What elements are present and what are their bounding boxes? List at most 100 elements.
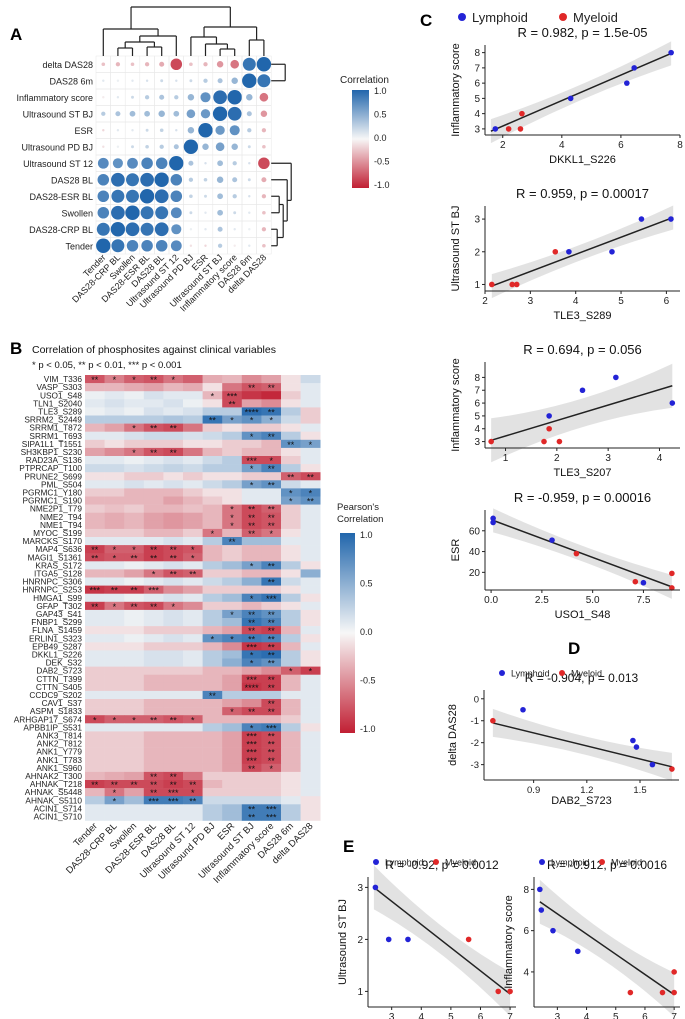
- heatmap-cell: [261, 601, 282, 611]
- correlation-dot: [217, 243, 223, 248]
- heatmap-cell: [202, 747, 223, 756]
- heatmap-cell: [143, 723, 164, 732]
- significance-stars: **: [130, 553, 138, 563]
- significance-stars: *: [250, 416, 254, 426]
- row-label: TLN1_S2040: [33, 398, 82, 408]
- correlation-dot: [141, 239, 153, 252]
- data-point: [488, 438, 494, 445]
- row-label: ANK1_S960: [36, 763, 82, 773]
- heatmap-cell: [124, 723, 145, 732]
- correlation-dot: [140, 206, 154, 220]
- heatmap-cell: [163, 472, 184, 481]
- heatmap-cell: [85, 520, 105, 530]
- heatmap-cell: [281, 569, 301, 578]
- heatmap-cell: [261, 609, 282, 619]
- heatmap-cell: [241, 456, 262, 465]
- heatmap-cell: [241, 771, 262, 781]
- significance-stars: **: [248, 707, 256, 717]
- heatmap-cell: [143, 739, 164, 748]
- heatmap-cell: [143, 537, 164, 546]
- y-tick-label: 3: [474, 437, 480, 448]
- heatmap-cell: [261, 577, 282, 586]
- correlation-dot: [231, 77, 238, 84]
- correlation-dot: [189, 62, 193, 67]
- heatmap-cell: [202, 788, 223, 797]
- heatmap-cell: [202, 812, 223, 821]
- regression-line: [491, 216, 674, 287]
- heatmap-cell: [300, 472, 321, 481]
- significance-stars: *: [132, 375, 136, 385]
- heatmap-cell: [124, 804, 145, 813]
- correlation-dot: [127, 157, 138, 169]
- heatmap-cell: [104, 658, 125, 667]
- heatmap-cell: [104, 488, 125, 497]
- heatmap-cell: [85, 609, 105, 619]
- heatmap-cell: [104, 642, 125, 651]
- y-tick-label: 3: [474, 124, 480, 135]
- x-tick-label: 6: [642, 1012, 648, 1019]
- data-point: [669, 400, 676, 406]
- heatmap-cell: [104, 528, 125, 538]
- heatmap-cell: [281, 690, 301, 700]
- heatmap-cell: [222, 496, 243, 505]
- correlation-dot: [155, 206, 169, 220]
- heatmap-cell: [124, 375, 145, 384]
- heatmap-cell: [202, 674, 223, 684]
- correlation-dot: [247, 128, 252, 133]
- heatmap-cell: [183, 796, 203, 805]
- data-point: [509, 281, 516, 288]
- row-label: HMGA1_S99: [33, 593, 82, 603]
- heatmap-cell: [202, 731, 223, 740]
- heatmap-cell: [163, 488, 184, 497]
- x-axis-label: USO1_S48: [555, 609, 611, 621]
- heatmap-cell: [261, 674, 282, 684]
- heatmap-cell: [163, 699, 184, 708]
- correlation-dot: [170, 173, 183, 186]
- heatmap-cell: [183, 439, 203, 449]
- heatmap-cell: [85, 650, 105, 659]
- heatmap-cell: [143, 682, 164, 692]
- heatmap-cell: [261, 456, 282, 465]
- legend-tick: 0.0: [374, 133, 387, 143]
- heatmap-cell: [300, 569, 321, 578]
- heatmap-cell: [300, 480, 321, 489]
- x-tick-label: 2.5: [535, 595, 549, 606]
- heatmap-cell: [143, 383, 164, 392]
- heatmap-cell: [163, 804, 184, 813]
- heatmap-cell: [281, 666, 301, 675]
- heatmap-cell: [104, 423, 125, 432]
- legend-marker-myeloid: [559, 670, 565, 676]
- data-point: [546, 413, 552, 419]
- heatmap-cell: [261, 690, 282, 700]
- correlation-dot: [116, 145, 120, 148]
- heatmap-cell: [183, 731, 203, 740]
- heatmap-cell: [104, 480, 125, 489]
- legend-tick: 1.0: [360, 530, 373, 540]
- heatmap-cell: [104, 561, 125, 570]
- x-tick-label: 2: [500, 140, 506, 151]
- heatmap-cell: [281, 723, 301, 732]
- significance-stars: **: [150, 602, 158, 612]
- significance-stars: **: [91, 545, 99, 555]
- panel-label-D: D: [568, 639, 580, 658]
- significance-stars: *: [269, 416, 273, 426]
- significance-stars: **: [248, 383, 256, 393]
- heatmap-cell: [202, 618, 223, 627]
- significance-stars: **: [287, 440, 295, 450]
- x-tick-label: 3: [555, 1012, 561, 1019]
- correlation-dot: [144, 62, 150, 67]
- heatmap-cell: [202, 650, 223, 659]
- heatmap-cell: [300, 626, 321, 635]
- data-point: [633, 744, 640, 750]
- heatmap-cell: [183, 618, 203, 627]
- chart-title: R = 0.982, p = 1.5e-05: [517, 25, 647, 40]
- correlation-dot: [110, 222, 126, 237]
- y-tick-label: 6: [474, 79, 480, 90]
- heatmap-cell: [202, 593, 223, 603]
- significance-stars: *: [152, 569, 156, 579]
- heatmap-cell: [202, 383, 223, 392]
- heatmap-cell: [163, 674, 184, 684]
- correlation-dot: [96, 222, 110, 236]
- correlation-dot: [248, 228, 251, 231]
- heatmap-cell: [163, 755, 184, 765]
